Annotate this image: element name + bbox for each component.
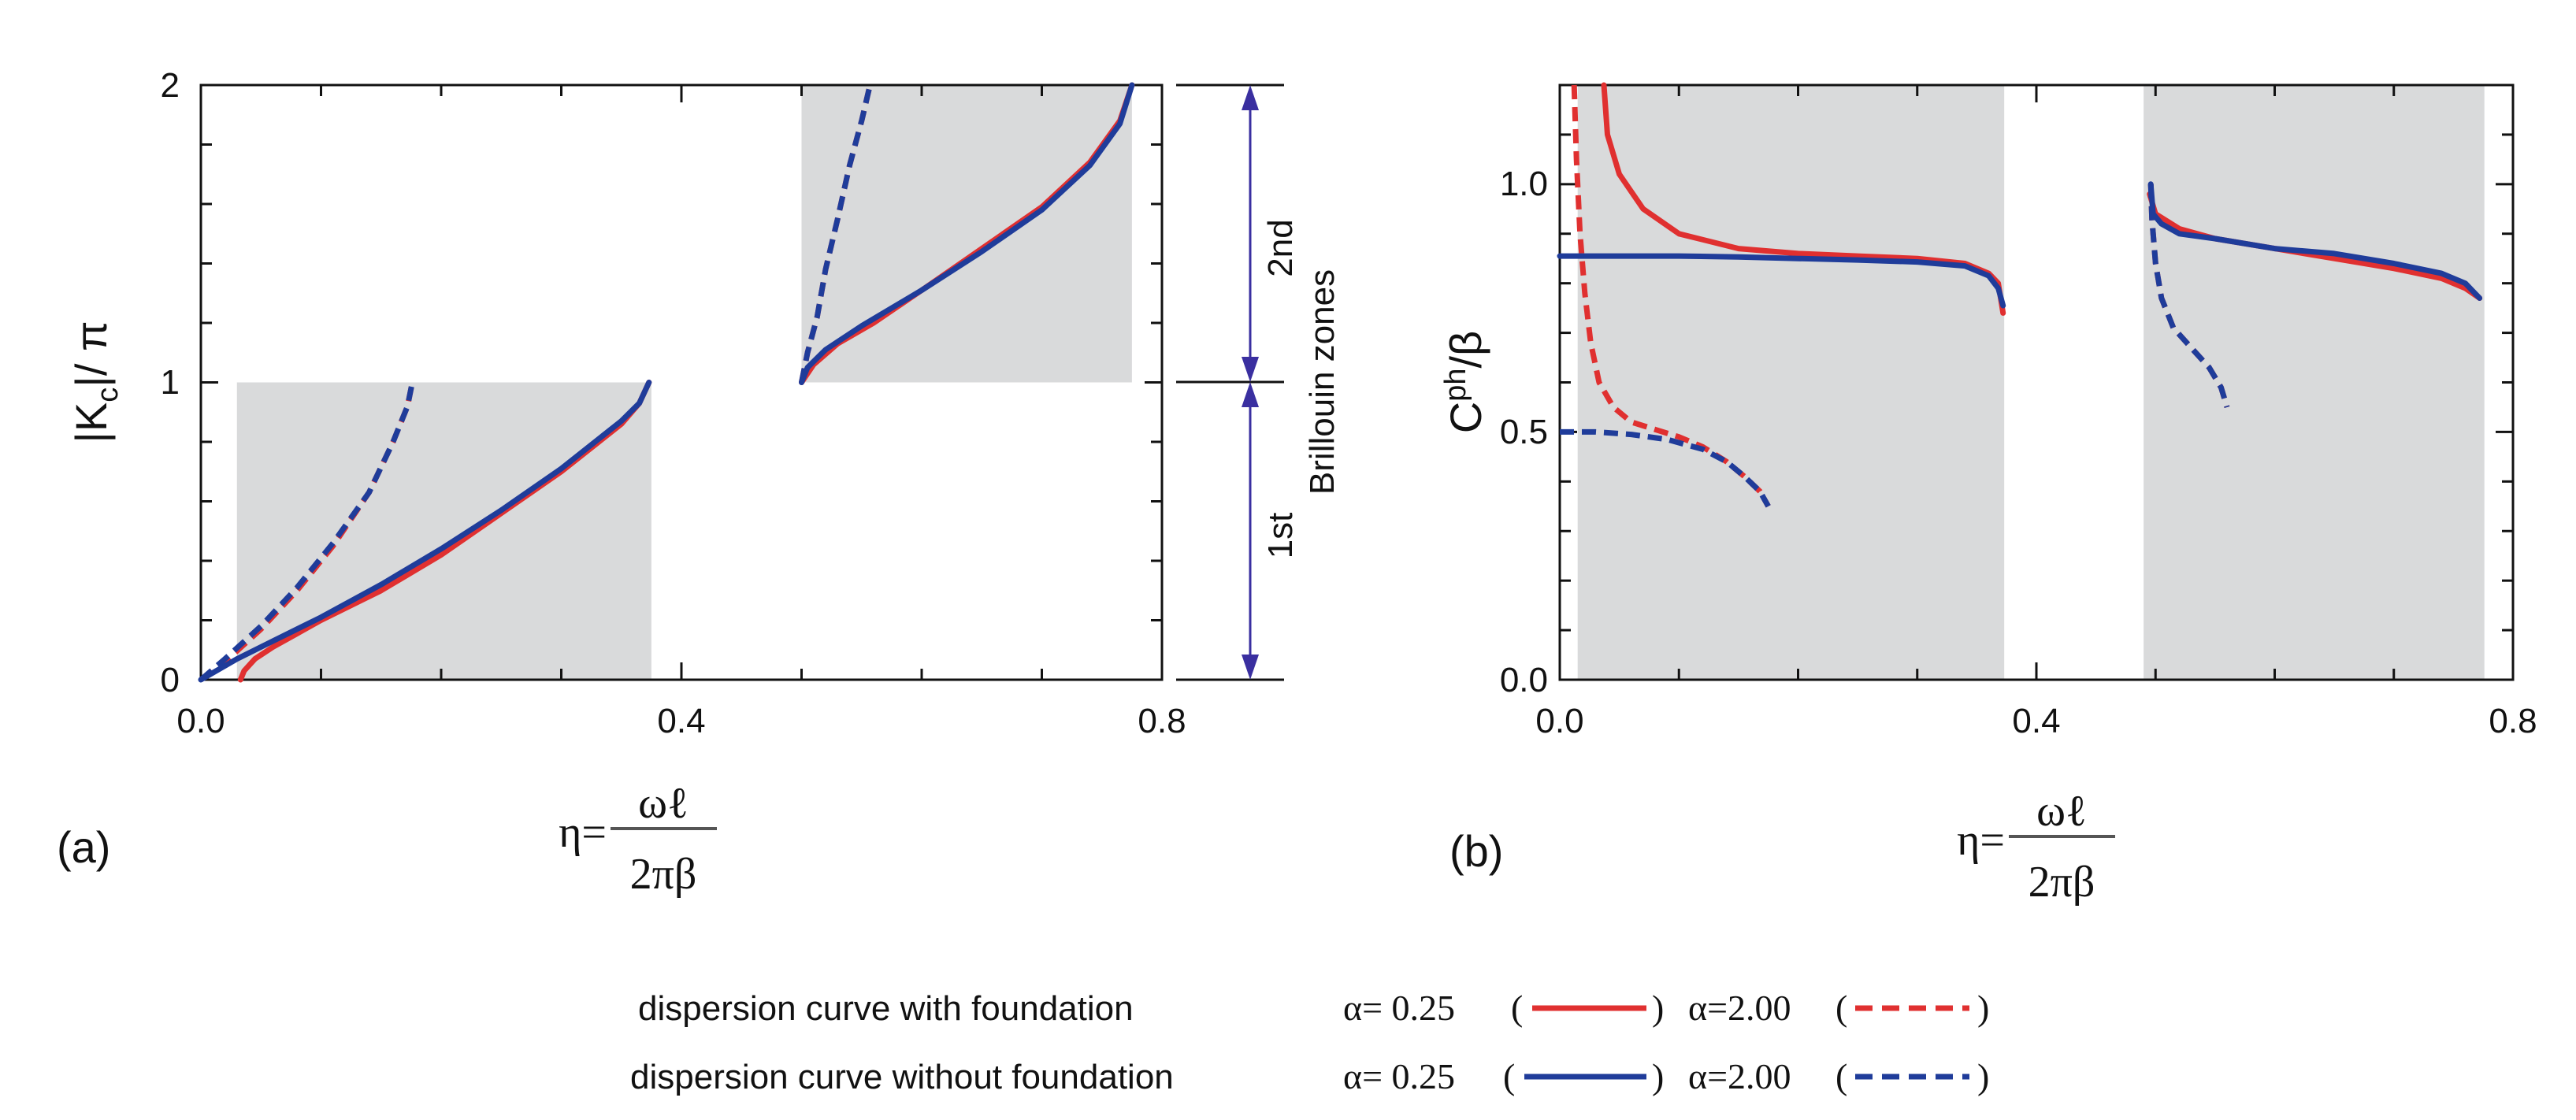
eta-equals-a: η= xyxy=(559,808,607,857)
arrowhead-first-top xyxy=(1242,382,1259,407)
shaded-band-b-0 xyxy=(1577,85,2005,680)
x-tick-b-1: 0.4 xyxy=(2012,702,2060,740)
x-tick-a-2: 0.8 xyxy=(1138,702,1186,740)
legend-open2-without: ( xyxy=(1835,1056,1847,1096)
arrowhead-second-bottom xyxy=(1242,357,1259,382)
y-axis-label-b: Cph/β xyxy=(1439,331,1490,434)
legend-close1-with: ) xyxy=(1652,988,1664,1028)
ticks-a xyxy=(199,83,1164,681)
zone-caption: Brillouin zones xyxy=(1303,269,1342,495)
curve-b-solid-blue-1 xyxy=(2147,181,2483,301)
panel-a: 0.0 0.4 0.8 0 1 2 |Kc|/ π η= ωℓ 2πβ (a) … xyxy=(57,66,1342,899)
legend-open1-without: ( xyxy=(1503,1056,1515,1096)
zone-label-second: 2nd xyxy=(1261,219,1300,276)
x-label-numerator-b: ωℓ xyxy=(2036,787,2087,836)
legend-row-with-foundation: dispersion curve with foundation α= 0.25… xyxy=(638,988,1989,1028)
panel-b: 0.0 0.4 0.8 0.0 0.5 1.0 Cph/β η= ωℓ 2πβ … xyxy=(1439,82,2537,907)
curve-a-solid-blue-1 xyxy=(799,82,1135,385)
legend-label-with: dispersion curve with foundation xyxy=(638,989,1134,1028)
legend: dispersion curve with foundation α= 0.25… xyxy=(630,988,1989,1096)
ticks-b xyxy=(1558,83,2515,681)
x-axis-label-b: η= ωℓ 2πβ xyxy=(1957,787,2115,907)
legend-alpha2-without: α=2.00 xyxy=(1688,1056,1791,1096)
x-label-denominator-a: 2πβ xyxy=(630,850,697,899)
arrowhead-first-bottom xyxy=(1242,655,1259,680)
x-tick-a-1: 0.4 xyxy=(657,702,705,740)
y-tick-a-0: 0 xyxy=(161,661,180,699)
x-tick-a-0: 0.0 xyxy=(176,702,225,740)
legend-alpha1-with: α= 0.25 xyxy=(1343,988,1455,1028)
x-label-denominator-b: 2πβ xyxy=(2029,858,2095,907)
curve-b-solid-blue-0 xyxy=(1557,253,2006,309)
arrowhead-second-top xyxy=(1242,85,1259,110)
shaded-band-b-1 xyxy=(2144,85,2485,680)
curve-a-solid-blue-0 xyxy=(198,380,652,683)
y-axis-label-a: |Kc|/ π xyxy=(66,321,124,443)
x-label-numerator-a: ωℓ xyxy=(638,779,689,828)
zone-label-first: 1st xyxy=(1261,513,1300,559)
y-tick-a-2: 2 xyxy=(161,66,180,105)
x-tick-b-2: 0.8 xyxy=(2489,702,2537,740)
brillouin-zones: 2nd 1st Brillouin zones xyxy=(1176,83,1342,681)
legend-alpha1-without: α= 0.25 xyxy=(1343,1056,1455,1096)
curve-a-dashed-blue-0 xyxy=(199,381,415,682)
y-tick-b-0: 0.0 xyxy=(1500,661,1548,699)
legend-row-without-foundation: dispersion curve without foundation α= 0… xyxy=(630,1056,1989,1096)
curves-b xyxy=(1557,82,2483,508)
panel-label-a: (a) xyxy=(57,822,110,872)
eta-equals-b: η= xyxy=(1957,816,2005,865)
legend-alpha2-with: α=2.00 xyxy=(1688,988,1791,1028)
legend-close1-without: ) xyxy=(1652,1056,1664,1096)
y-tick-b-1: 0.5 xyxy=(1500,413,1548,451)
legend-close2-with: ) xyxy=(1977,988,1989,1028)
legend-label-without: dispersion curve without foundation xyxy=(630,1058,1174,1096)
panel-label-b: (b) xyxy=(1449,826,1503,876)
x-tick-b-0: 0.0 xyxy=(1535,702,1583,740)
x-axis-label-a: η= ωℓ 2πβ xyxy=(559,779,717,899)
y-tick-a-1: 1 xyxy=(161,363,180,402)
legend-close2-without: ) xyxy=(1977,1056,1989,1096)
shaded-bands-b xyxy=(1577,85,2485,680)
legend-open1-with: ( xyxy=(1511,988,1523,1028)
curves-a xyxy=(198,82,1135,683)
y-tick-b-2: 1.0 xyxy=(1500,165,1548,203)
curve-a-dashed-blue-1 xyxy=(799,84,873,384)
legend-open2-with: ( xyxy=(1835,988,1847,1028)
curve-b-dashed-blue-1 xyxy=(2147,184,2230,409)
curve-b-dashed-blue-0 xyxy=(1560,428,1771,508)
